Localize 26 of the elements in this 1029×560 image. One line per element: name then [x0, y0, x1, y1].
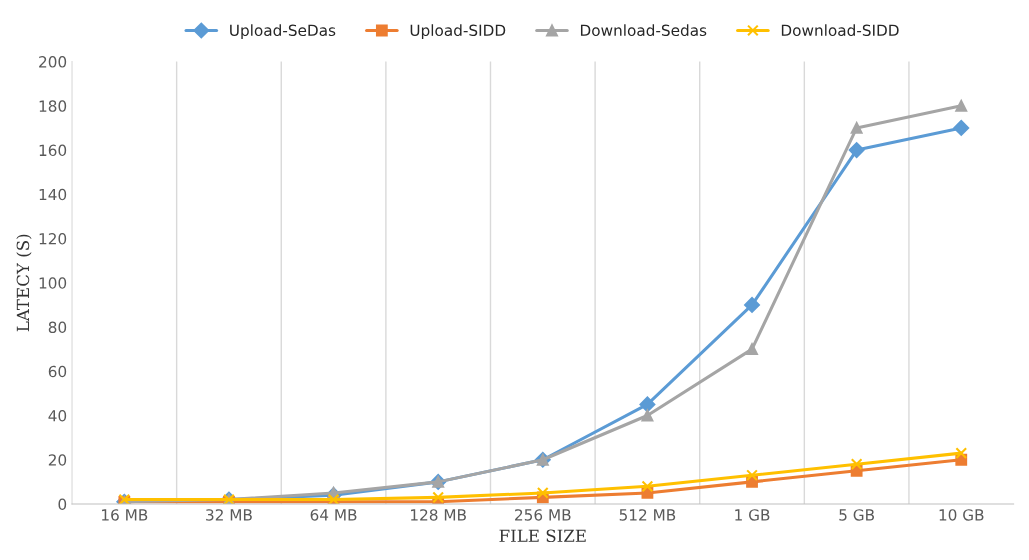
- x-tick-label: 512 MB: [619, 509, 676, 521]
- y-tick-label: 120: [39, 233, 67, 245]
- y-tick-label: 0: [58, 498, 67, 511]
- y-tick-label: 160: [39, 144, 67, 157]
- y-tick-label: 140: [39, 188, 67, 201]
- x-tick-label: 5 GB: [839, 509, 875, 521]
- y-tick-label: 60: [48, 365, 67, 378]
- x-tick-label: 10 GB: [939, 509, 984, 521]
- x-axis-title: FILE SIZE: [499, 529, 586, 543]
- x-tick-label: 16 MB: [102, 509, 148, 521]
- y-tick-label: 180: [39, 100, 67, 112]
- y-tick-label: 100: [39, 277, 67, 289]
- y-tick-label: 40: [48, 409, 67, 422]
- y-tick-label: 20: [48, 454, 67, 466]
- x-tick-label: 64 MB: [310, 509, 357, 521]
- y-tick-label: 80: [48, 321, 67, 334]
- legend-label: Upload-SIDD: [410, 24, 506, 39]
- legend-label: Download-SIDD: [781, 24, 899, 37]
- legend-label: Download-Sedas: [580, 24, 707, 37]
- x-tick-label: 128 MB: [411, 509, 466, 521]
- x-tick-label: 256 MB: [515, 509, 571, 521]
- x-tick-label: 1 GB: [735, 509, 770, 521]
- y-axis-title: LATECY (S): [16, 234, 32, 332]
- x-tick-label: 32 MB: [206, 509, 252, 521]
- y-tick-label: 200: [39, 56, 67, 68]
- legend-label: Upload-SeDas: [230, 24, 336, 39]
